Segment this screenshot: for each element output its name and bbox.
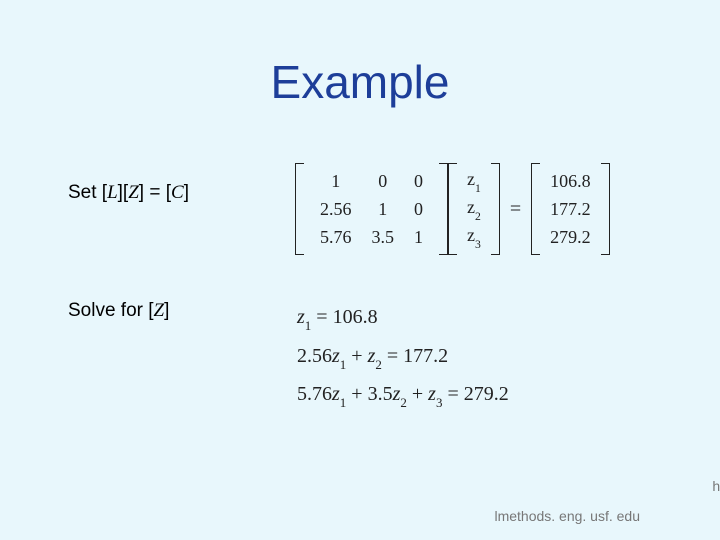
matrix-equation: 1 0 0 2.56 1 0 5.76 3.5 1 z1 xyxy=(295,163,610,255)
cutoff-text: ht xyxy=(712,478,720,494)
var-Z: Z xyxy=(154,300,165,321)
matrix-L: 1 0 0 2.56 1 0 5.76 3.5 1 xyxy=(304,163,439,255)
cell: 177.2 xyxy=(546,195,595,223)
equals-sign: = xyxy=(500,198,531,221)
equation-row: 5.76z1 + 3.5z2 + z3 = 279.2 xyxy=(297,375,509,414)
footer-text: lmethods. eng. usf. edu xyxy=(494,508,640,524)
text: Solve for [ xyxy=(68,300,154,321)
cell: 106.8 xyxy=(546,167,595,195)
bracket-icon xyxy=(448,163,457,255)
text: ] xyxy=(184,182,189,203)
label-set-lz-c: Set [L][Z] = [C] xyxy=(68,182,189,204)
cell: 0 xyxy=(404,167,433,195)
var-L: L xyxy=(107,182,118,203)
var-Z: Z xyxy=(128,182,139,203)
equation-row: 2.56z1 + z2 = 177.2 xyxy=(297,337,509,376)
bracket-icon xyxy=(439,163,448,255)
cell: 0 xyxy=(362,167,405,195)
cell: 1 xyxy=(310,167,362,195)
cell: 1 xyxy=(362,195,405,223)
bracket-icon xyxy=(491,163,500,255)
cell: 3.5 xyxy=(362,223,405,251)
cell: 2.56 xyxy=(310,195,362,223)
cell: z2 xyxy=(463,195,485,223)
equation-row: z1 = 106.8 xyxy=(297,298,509,337)
cell: 279.2 xyxy=(546,223,595,251)
bracket-icon xyxy=(601,163,610,255)
cell: 1 xyxy=(404,223,433,251)
cell: 5.76 xyxy=(310,223,362,251)
vector-C: 106.8 177.2 279.2 xyxy=(540,163,601,255)
text: ][ xyxy=(118,182,129,203)
cell: z3 xyxy=(463,223,485,251)
var-C: C xyxy=(171,182,184,203)
equation-system: z1 = 106.8 2.56z1 + z2 = 177.2 5.76z1 + … xyxy=(297,298,509,414)
cell: 0 xyxy=(404,195,433,223)
label-solve-z: Solve for [Z] xyxy=(68,300,169,322)
text: ] = [ xyxy=(139,182,171,203)
cell: z1 xyxy=(463,167,485,195)
bracket-icon xyxy=(295,163,304,255)
slide: Example Set [L][Z] = [C] 1 0 0 2.56 1 0 … xyxy=(0,0,720,540)
bracket-icon xyxy=(531,163,540,255)
text: Set [ xyxy=(68,182,107,203)
text: ] xyxy=(164,300,169,321)
vector-Z: z1 z2 z3 xyxy=(457,163,491,255)
slide-title: Example xyxy=(0,55,720,109)
